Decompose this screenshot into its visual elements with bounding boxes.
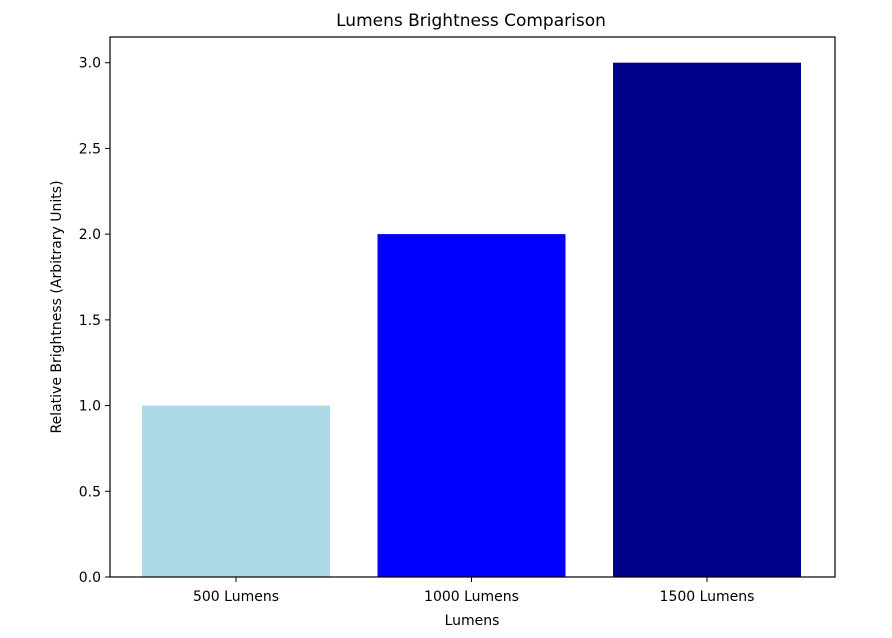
chart-title: Lumens Brightness Comparison bbox=[336, 11, 606, 31]
bar-1000-lumens bbox=[377, 234, 566, 577]
y-tick-label: 2.0 bbox=[79, 227, 101, 243]
x-tick-label: 1000 Lumens bbox=[424, 589, 519, 605]
y-axis-label: Relative Brightness (Arbitrary Units) bbox=[49, 180, 65, 433]
y-tick-label: 1.5 bbox=[79, 313, 101, 329]
x-axis: 500 Lumens 1000 Lumens 1500 Lumens bbox=[193, 577, 754, 605]
y-tick-label: 0.5 bbox=[79, 484, 101, 500]
x-axis-label: Lumens bbox=[445, 613, 500, 629]
x-tick-label: 500 Lumens bbox=[193, 589, 279, 605]
y-tick-label: 3.0 bbox=[79, 56, 101, 72]
y-tick-label: 1.0 bbox=[79, 399, 101, 415]
x-tick-label: 1500 Lumens bbox=[660, 589, 755, 605]
plot-area-frame bbox=[109, 36, 836, 578]
bars-layer bbox=[142, 62, 801, 577]
bar-500-lumens bbox=[142, 405, 330, 577]
y-tick-label: 2.5 bbox=[79, 141, 101, 157]
y-axis: 0.0 0.5 1.0 1.5 2.0 2.5 3.0 bbox=[79, 56, 110, 586]
bar-1500-lumens bbox=[613, 62, 801, 577]
y-tick-label: 0.0 bbox=[79, 570, 101, 586]
